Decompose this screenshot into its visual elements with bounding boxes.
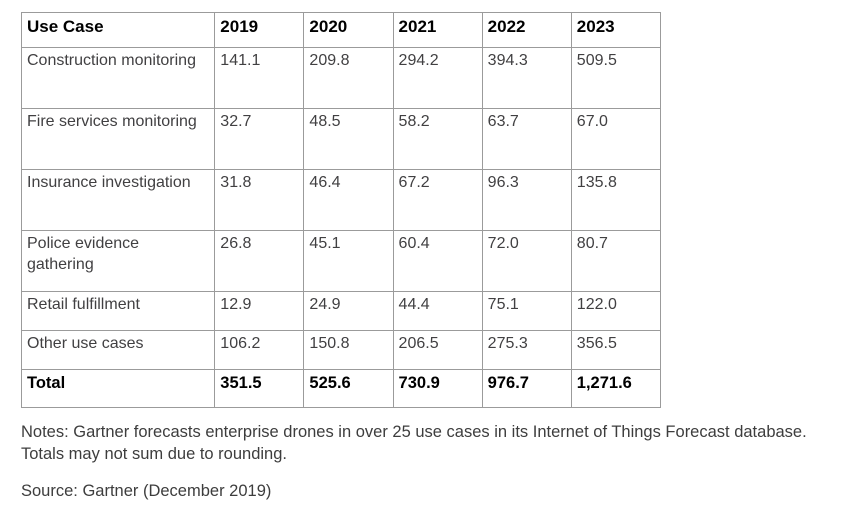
row-label: Retail fulfillment bbox=[20, 291, 216, 331]
total-value: 351.5 bbox=[214, 369, 305, 408]
cell-value: 122.0 bbox=[570, 291, 662, 331]
source-text: Source: Gartner (December 2019) bbox=[21, 481, 272, 500]
cell-value: 135.8 bbox=[570, 169, 662, 231]
table-row: Fire services monitoring 32.7 48.5 58.2 … bbox=[20, 108, 662, 170]
column-header-2021: 2021 bbox=[392, 12, 483, 48]
cell-value: 63.7 bbox=[481, 108, 572, 170]
table-row: Retail fulfillment 12.9 24.9 44.4 75.1 1… bbox=[20, 291, 662, 331]
cell-value: 96.3 bbox=[481, 169, 572, 231]
row-label: Insurance investigation bbox=[20, 169, 216, 231]
column-header-use-case: Use Case bbox=[20, 12, 216, 48]
header-row: Use Case 2019 2020 2021 2022 2023 bbox=[20, 12, 662, 48]
cell-value: 80.7 bbox=[570, 230, 662, 292]
cell-value: 45.1 bbox=[303, 230, 394, 292]
table-row: Insurance investigation 31.8 46.4 67.2 9… bbox=[20, 169, 662, 231]
cell-value: 356.5 bbox=[570, 330, 662, 370]
cell-value: 32.7 bbox=[214, 108, 305, 170]
cell-value: 275.3 bbox=[481, 330, 572, 370]
cell-value: 75.1 bbox=[481, 291, 572, 331]
column-header-2020: 2020 bbox=[303, 12, 394, 48]
cell-value: 31.8 bbox=[214, 169, 305, 231]
total-value: 730.9 bbox=[392, 369, 483, 408]
cell-value: 48.5 bbox=[303, 108, 394, 170]
cell-value: 58.2 bbox=[392, 108, 483, 170]
cell-value: 150.8 bbox=[303, 330, 394, 370]
total-row: Total 351.5 525.6 730.9 976.7 1,271.6 bbox=[20, 369, 662, 408]
table-row: Construction monitoring 141.1 209.8 294.… bbox=[20, 47, 662, 109]
total-label: Total bbox=[20, 369, 216, 408]
row-label: Other use cases bbox=[20, 330, 216, 370]
cell-value: 44.4 bbox=[392, 291, 483, 331]
column-header-2019: 2019 bbox=[214, 12, 305, 48]
column-header-2022: 2022 bbox=[481, 12, 572, 48]
total-value: 525.6 bbox=[303, 369, 394, 408]
cell-value: 206.5 bbox=[392, 330, 483, 370]
cell-value: 67.2 bbox=[392, 169, 483, 231]
row-label: Fire services monitoring bbox=[20, 108, 216, 170]
cell-value: 46.4 bbox=[303, 169, 394, 231]
cell-value: 106.2 bbox=[214, 330, 305, 370]
cell-value: 60.4 bbox=[392, 230, 483, 292]
cell-value: 294.2 bbox=[392, 47, 483, 109]
forecast-table: Use Case 2019 2020 2021 2022 2023 Constr… bbox=[20, 12, 662, 408]
cell-value: 141.1 bbox=[214, 47, 305, 109]
notes-text: Notes: Gartner forecasts enterprise dron… bbox=[21, 423, 807, 464]
column-header-2023: 2023 bbox=[570, 12, 662, 48]
table-row: Police evidence gathering 26.8 45.1 60.4… bbox=[20, 230, 662, 292]
cell-value: 394.3 bbox=[481, 47, 572, 109]
row-label: Construction monitoring bbox=[20, 47, 216, 109]
cell-value: 26.8 bbox=[214, 230, 305, 292]
table-row: Other use cases 106.2 150.8 206.5 275.3 … bbox=[20, 330, 662, 370]
cell-value: 72.0 bbox=[481, 230, 572, 292]
cell-value: 209.8 bbox=[303, 47, 394, 109]
cell-value: 509.5 bbox=[570, 47, 662, 109]
total-value: 1,271.6 bbox=[570, 369, 662, 408]
total-value: 976.7 bbox=[481, 369, 572, 408]
cell-value: 67.0 bbox=[570, 108, 662, 170]
row-label: Police evidence gathering bbox=[20, 230, 216, 292]
cell-value: 24.9 bbox=[303, 291, 394, 331]
cell-value: 12.9 bbox=[214, 291, 305, 331]
